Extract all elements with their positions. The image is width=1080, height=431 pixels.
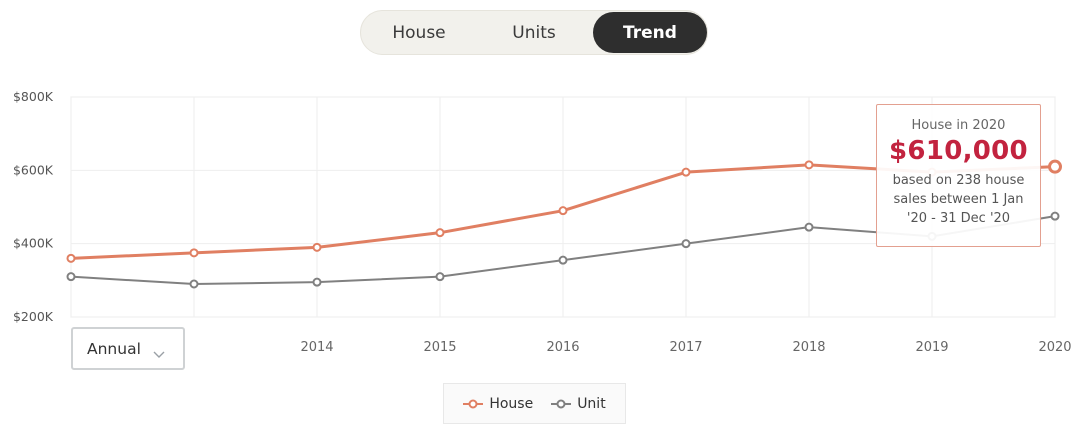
x-tick-label: 2017 [669, 340, 702, 355]
data-point-unit [435, 272, 445, 282]
tooltip-description: based on 238 house sales between 1 Jan '… [892, 173, 1025, 226]
period-dropdown[interactable]: Annual [71, 327, 185, 370]
data-point-house [66, 253, 76, 263]
property-type-toggle: House Units Trend [360, 10, 708, 55]
data-point-house [435, 228, 445, 238]
unit-line-marker-icon [551, 399, 572, 408]
y-axis: $800K $600K $400K $200K [13, 89, 54, 324]
y-tick-label: $400K [13, 236, 54, 251]
x-tick-label: 2016 [546, 340, 579, 355]
data-point-house [189, 248, 199, 258]
chart-legend: House Unit [443, 383, 626, 424]
data-point-house [1048, 159, 1062, 174]
x-tick-label: 2014 [300, 340, 333, 355]
data-point-house [804, 160, 814, 170]
data-point-unit [66, 272, 76, 282]
x-tick-label: 2015 [423, 340, 456, 355]
y-tick-label: $600K [13, 162, 54, 177]
x-tick-label: 2018 [792, 340, 825, 355]
data-point-unit [312, 277, 322, 287]
y-tick-label: $200K [13, 309, 54, 324]
x-tick-label: 2019 [915, 340, 948, 355]
data-point-unit [681, 239, 691, 249]
data-point-unit [1050, 211, 1060, 221]
x-axis: 2014 2015 2016 2017 2018 2019 2020 [300, 340, 1071, 355]
data-point-house [681, 167, 691, 177]
tab-units[interactable]: Units [512, 22, 556, 43]
data-point-unit [804, 222, 814, 232]
tab-house[interactable]: House [392, 22, 446, 43]
data-point-unit [189, 279, 199, 289]
legend-item-house[interactable]: House [463, 396, 533, 412]
data-point-house [558, 206, 568, 216]
legend-label-house: House [489, 395, 534, 412]
legend-label-unit: Unit [577, 395, 606, 412]
chevron-down-icon [153, 344, 165, 363]
tooltip-value: $610,000 [889, 136, 1028, 166]
chart-tooltip: House in 2020 $610,000 based on 238 hous… [876, 104, 1041, 247]
y-tick-label: $800K [13, 89, 54, 104]
x-tick-label: 2020 [1038, 340, 1071, 355]
tooltip-title: House in 2020 [911, 118, 1006, 133]
data-point-house [312, 242, 322, 252]
tab-trend[interactable]: Trend [593, 12, 707, 53]
house-line-marker-icon [463, 399, 484, 408]
period-dropdown-value: Annual [87, 339, 141, 358]
legend-item-unit[interactable]: Unit [551, 396, 606, 412]
data-point-unit [558, 255, 568, 265]
